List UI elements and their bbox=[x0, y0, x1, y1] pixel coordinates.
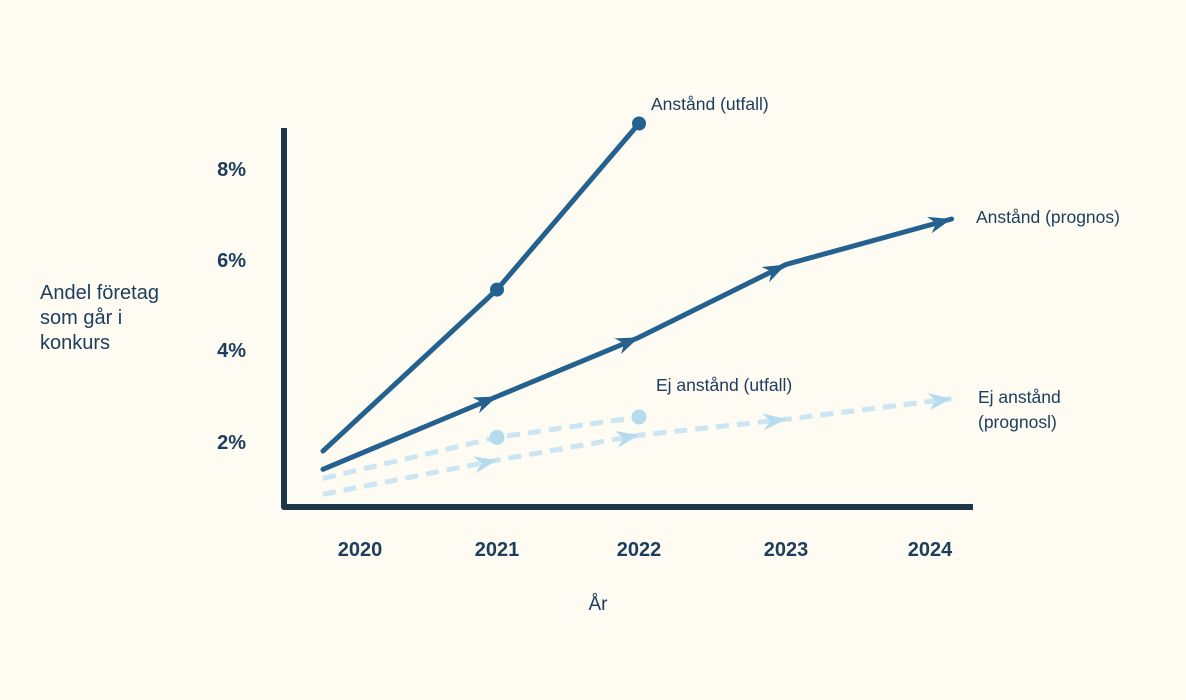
marker-arrow-ej-anst-nd-prognosl-2021 bbox=[472, 456, 497, 473]
x-tick-2022: 2022 bbox=[617, 539, 662, 561]
y-tick-6pct: 6% bbox=[217, 250, 246, 272]
marker-arrow-ej-anst-nd-prognosl-2023 bbox=[762, 413, 786, 431]
series-ej-anst-nd-prognosl bbox=[322, 393, 952, 497]
marker-dot-ej-anst-nd-utfall-2022 bbox=[631, 409, 647, 425]
series-label-anstand-utfall: Anstånd (utfall) bbox=[651, 94, 769, 114]
y-tick-2pct: 2% bbox=[217, 432, 246, 454]
marker-arrow-ej-anst-nd-prognosl-2022 bbox=[614, 430, 639, 448]
y-tick-4pct: 4% bbox=[217, 340, 246, 362]
marker-dot-ej-anst-nd-utfall-2021 bbox=[489, 429, 505, 445]
series-anst-nd-utfall bbox=[320, 116, 646, 454]
y-axis-title-line3: konkurs bbox=[40, 332, 110, 354]
y-axis-title-line1: Andel företag bbox=[40, 282, 159, 304]
x-axis-title: År bbox=[589, 594, 609, 615]
x-tick-2020: 2020 bbox=[338, 539, 383, 561]
y-axis-title-line2: som går i bbox=[40, 307, 122, 329]
x-tick-2021: 2021 bbox=[475, 539, 520, 561]
marker-arrow-anst-nd-prognos-2024 bbox=[927, 216, 952, 234]
marker-arrow-ej-anst-nd-prognosl-2024 bbox=[927, 393, 952, 411]
marker-dot-anst-nd-utfall-2022 bbox=[632, 116, 646, 131]
marker-dot-anst-nd-utfall-2021 bbox=[490, 282, 504, 297]
series-path-anst-nd-prognos bbox=[320, 216, 955, 472]
marker-arrow-anst-nd-prognos-2023 bbox=[761, 264, 786, 283]
series-ej-anst-nd-utfall bbox=[322, 409, 647, 481]
series-layer bbox=[320, 116, 955, 497]
series-label-ej-anstand-prognos-line2: (prognosl) bbox=[978, 412, 1057, 432]
marker-arrow-anst-nd-prognos-2022 bbox=[614, 337, 639, 355]
marker-arrow-anst-nd-prognos-2021 bbox=[472, 396, 497, 414]
series-path-ej-anst-nd-prognosl bbox=[322, 396, 952, 497]
series-anst-nd-prognos bbox=[320, 216, 955, 472]
series-label-ej-anstand-prognos-line1: Ej anstånd bbox=[978, 387, 1061, 407]
axis-lines bbox=[281, 128, 973, 510]
y-tick-8pct: 8% bbox=[217, 159, 246, 181]
x-tick-2024: 2024 bbox=[908, 539, 953, 561]
x-tick-2023: 2023 bbox=[764, 539, 809, 561]
series-label-ej-anstand-utfall: Ej anstånd (utfall) bbox=[656, 375, 792, 395]
series-label-anstand-prognos: Anstånd (prognos) bbox=[976, 207, 1120, 227]
